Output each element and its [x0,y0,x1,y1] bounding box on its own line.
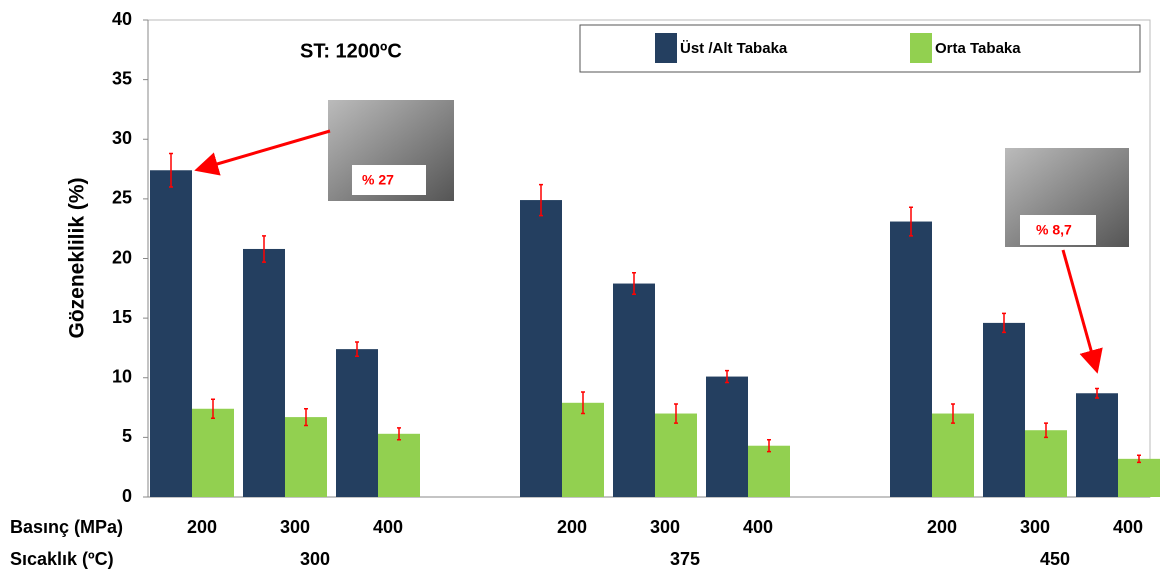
x-tick-label: 300 [650,517,680,537]
bar [150,170,192,497]
bar [748,446,790,497]
chart-title: ST: 1200ºC [300,40,402,62]
legend-label: Orta Tabaka [935,40,1021,57]
legend-swatch [655,33,677,63]
x-tick-label: 400 [373,517,403,537]
chart: ST: 1200ºC Gözeneklilik (%) Basınç (MPa)… [0,0,1163,577]
bar [192,409,234,497]
group-label: 450 [1040,549,1070,569]
x-row-label: Basınç (MPa) [10,517,123,537]
bar [983,323,1025,497]
y-tick-label: 0 [122,486,132,506]
y-axis-label: Gözeneklilik (%) [66,177,89,338]
arrow [200,131,330,169]
y-tick-label: 20 [112,247,132,267]
bar [243,249,285,497]
y-tick-label: 30 [112,128,132,148]
bar [706,377,748,497]
bar [1025,430,1067,497]
legend-label: Üst /Alt Tabaka [680,40,788,57]
x-tick-label: 400 [1113,517,1143,537]
x-tick-label: 200 [927,517,957,537]
bar [520,200,562,497]
y-tick-label: 5 [122,426,132,446]
bar [613,284,655,497]
arrow [1063,250,1096,368]
bar [1076,393,1118,497]
x-tick-label: 400 [743,517,773,537]
y-tick-label: 35 [112,68,132,88]
bar [655,414,697,497]
bar [890,222,932,497]
annotation: % 27 [362,172,394,188]
bar [1118,459,1160,497]
annotation: % 8,7 [1036,222,1072,238]
group-label: 375 [670,549,700,569]
x-tick-label: 200 [557,517,587,537]
bar [336,349,378,497]
y-tick-label: 40 [112,9,132,29]
group-label: 300 [300,549,330,569]
legend-swatch [910,33,932,63]
y-tick-label: 25 [112,188,132,208]
x-row-label: Sıcaklık (ºC) [10,549,114,569]
bar [378,434,420,497]
x-tick-label: 300 [1020,517,1050,537]
x-tick-label: 200 [187,517,217,537]
bar [932,414,974,497]
y-tick-label: 10 [112,367,132,387]
x-tick-label: 300 [280,517,310,537]
bar [562,403,604,497]
y-tick-label: 15 [112,307,132,327]
bar [285,417,327,497]
